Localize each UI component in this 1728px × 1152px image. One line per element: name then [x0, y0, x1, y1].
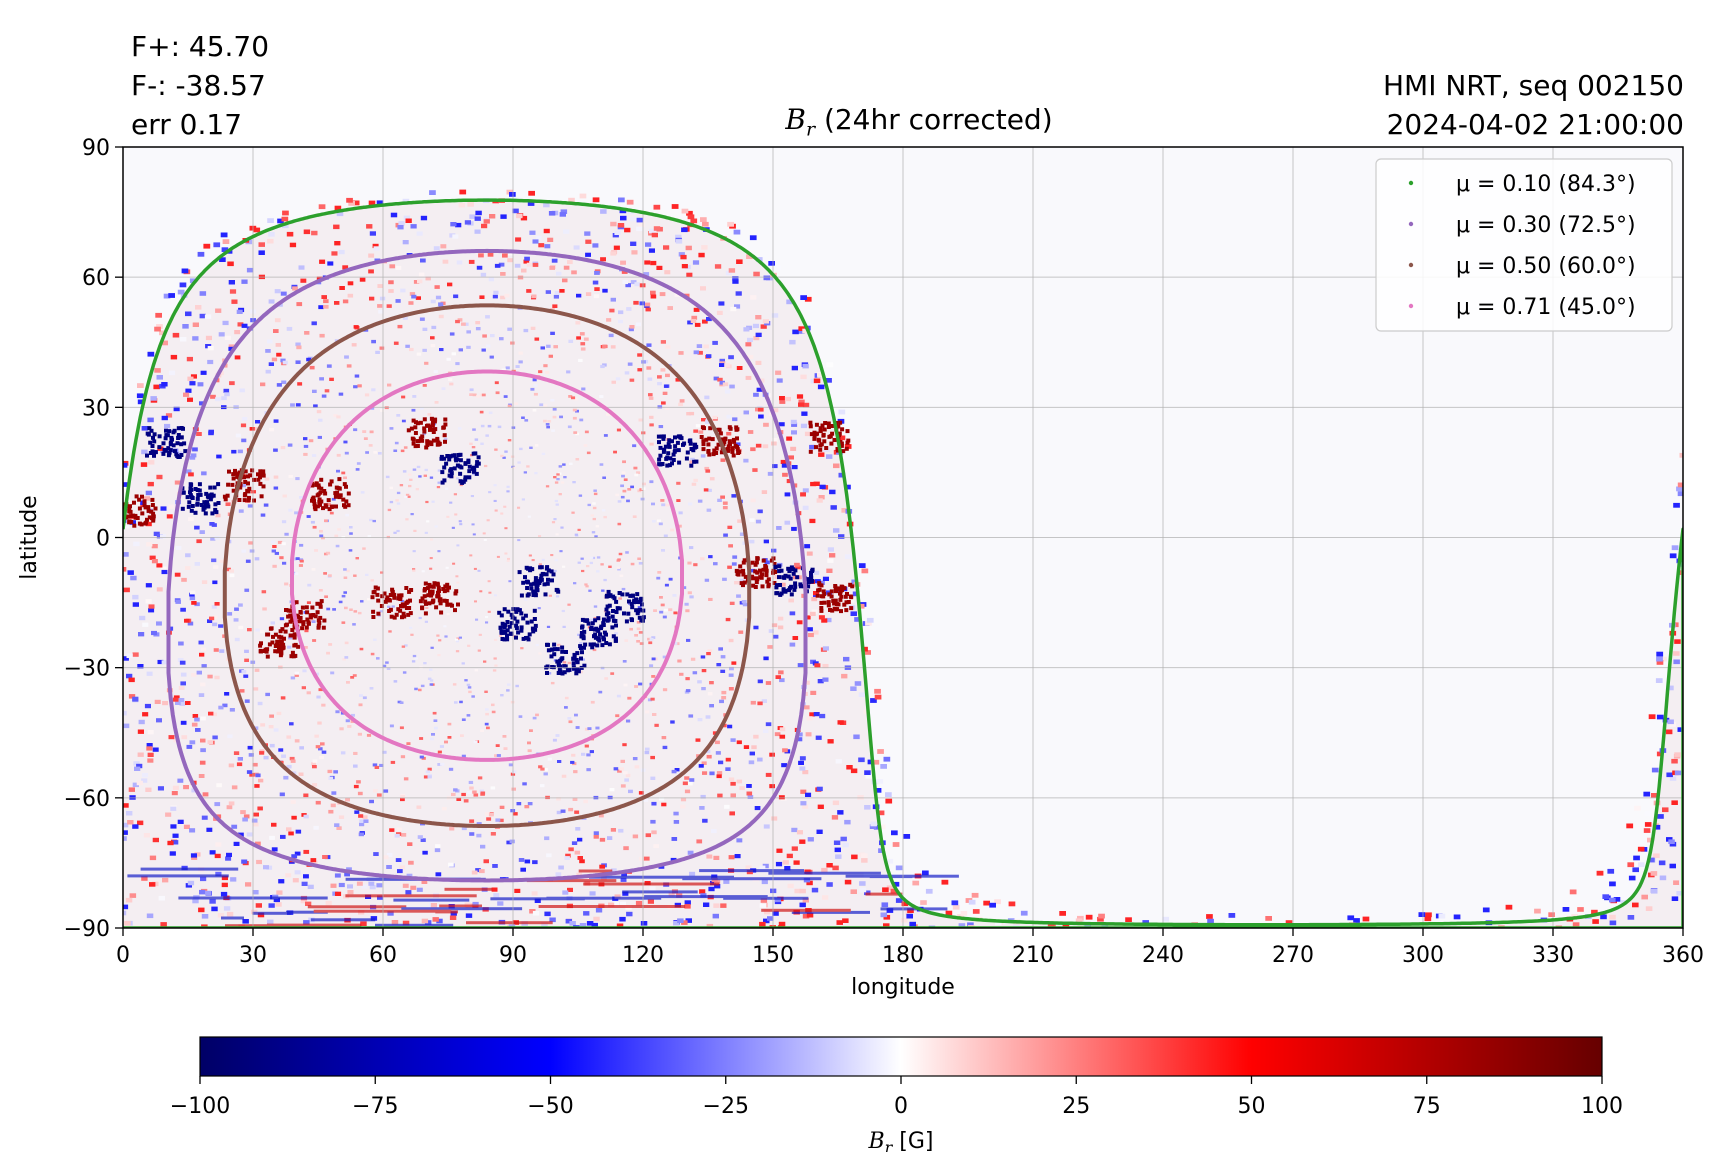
contour-layer: [123, 198, 1683, 928]
cb-tick-label-7: 75: [1413, 1094, 1441, 1119]
instrument-label: HMI NRT, seq 002150: [1382, 69, 1684, 102]
contour-mu-050-0: [222, 303, 752, 828]
contour-mu-071-0: [290, 369, 684, 762]
active-region-11: [517, 565, 561, 598]
y-tick-label-5: 60: [82, 266, 110, 291]
active-region-6: [283, 599, 327, 631]
legend-label-1: μ = 0.30 (72.5°): [1456, 213, 1636, 238]
cb-tick-label-3: −25: [703, 1094, 749, 1119]
legend: μ = 0.10 (84.3°) μ = 0.30 (72.5°) μ = 0.50…: [1375, 158, 1673, 332]
contour-mu-010-0: [123, 198, 1683, 928]
x-tick-label-7: 210: [1012, 943, 1054, 968]
legend-label-0: μ = 0.10 (84.3°): [1456, 172, 1636, 197]
legend-marker-2: [1408, 262, 1414, 268]
x-tick-label-0: 0: [116, 943, 130, 968]
x-tick-label-11: 330: [1532, 943, 1574, 968]
x-tick-label-10: 300: [1402, 943, 1444, 968]
y-tick-label-2: −30: [64, 657, 110, 682]
x-axis-label: longitude: [851, 975, 955, 1000]
y-tick-label-6: 90: [82, 136, 110, 161]
active-region-4: [309, 477, 351, 512]
active-region-15: [604, 589, 646, 624]
active-region-7: [370, 585, 414, 620]
legend-label-3: μ = 0.71 (45.0°): [1456, 295, 1636, 320]
cb-tick-label-1: −75: [352, 1094, 398, 1119]
x-tick-label-1: 30: [239, 943, 267, 968]
legend-marker-0: [1408, 180, 1414, 186]
active-region-13: [544, 642, 587, 676]
colorbar-label: Br [G]: [867, 1129, 933, 1152]
legend-marker-1: [1408, 221, 1414, 227]
cb-tick-label-4: 0: [894, 1094, 908, 1119]
y-tick-label-3: 0: [96, 527, 110, 552]
y-tick-label-0: −90: [64, 917, 110, 942]
x-tick-label-9: 270: [1272, 943, 1314, 968]
contour-mu-030-0: [166, 248, 808, 883]
chart-title: Br (24hr corrected): [0, 104, 1728, 146]
x-axis: 0 30 60 90 120 150 180 210 240 270 300 330 360: [116, 928, 1704, 968]
cb-tick-label-0: −100: [170, 1094, 230, 1119]
x-tick-label-6: 180: [882, 943, 924, 968]
active-region-16: [656, 434, 699, 468]
cb-tick-label-2: −50: [527, 1094, 573, 1119]
x-tick-label-12: 360: [1662, 943, 1704, 968]
x-tick-label-3: 90: [499, 943, 527, 968]
cb-tick-label-5: 25: [1062, 1094, 1090, 1119]
legend-marker-3: [1408, 303, 1414, 309]
active-region-19: [773, 564, 815, 597]
y-tick-label-4: 30: [82, 396, 110, 421]
legend-box: [1375, 158, 1673, 332]
observation-datetime: 2024-04-02 21:00:00: [1386, 108, 1684, 141]
active-region-10: [406, 416, 448, 450]
active-region-12: [497, 607, 538, 642]
cb-tick-label-8: 100: [1581, 1094, 1623, 1119]
legend-label-2: μ = 0.50 (60.0°): [1456, 254, 1636, 279]
error-value: err 0.17: [131, 108, 243, 141]
active-region-9: [439, 451, 481, 485]
colorbar: [199, 1036, 1603, 1077]
title-subscript: r: [805, 118, 816, 141]
colorbar-ticks: −100 −75 −50 −25 0 25 50 75 100: [170, 1076, 1623, 1119]
x-tick-label-5: 150: [752, 943, 794, 968]
active-region-20: [815, 581, 855, 614]
cb-tick-label-6: 50: [1238, 1094, 1266, 1119]
title-symbol: B: [785, 103, 806, 136]
x-tick-label-8: 240: [1142, 943, 1184, 968]
title-text: (24hr corrected): [815, 103, 1053, 136]
y-axis-label: latitude: [17, 495, 42, 579]
active-region-0: [145, 426, 188, 459]
flux-negative: F-: -38.57: [131, 69, 266, 102]
x-tick-label-4: 120: [622, 943, 664, 968]
polar-bands: [127, 867, 959, 928]
active-region-8: [418, 581, 460, 616]
flux-positive: F+: 45.70: [131, 30, 270, 63]
active-region-3: [123, 494, 158, 528]
x-tick-label-2: 60: [369, 943, 397, 968]
y-tick-label-1: −60: [64, 787, 110, 812]
y-axis: −90 −60 −30 0 30 60 90: [64, 136, 123, 942]
